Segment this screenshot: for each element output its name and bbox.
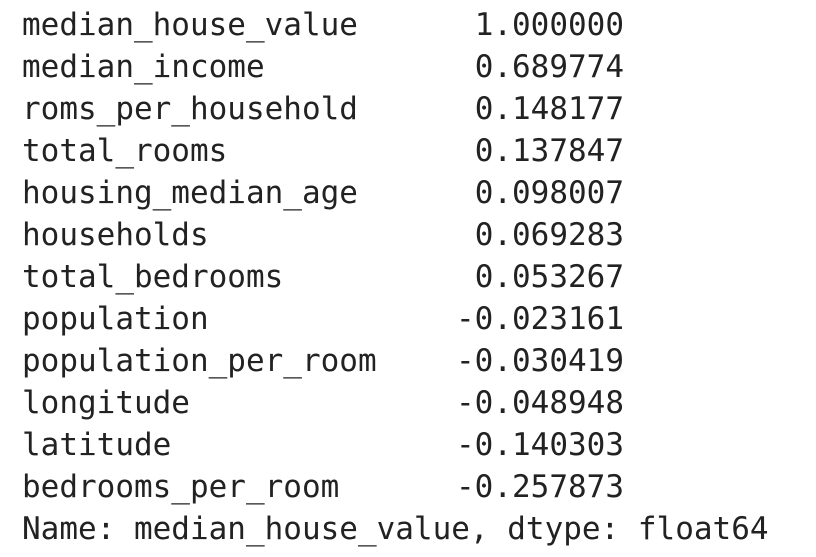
row: median_income 0.689774 bbox=[0, 46, 816, 88]
row: population_per_room -0.030419 bbox=[0, 340, 816, 382]
row-name: households bbox=[22, 217, 209, 253]
row-name: housing_median_age bbox=[22, 175, 358, 211]
row-name: bedrooms_per_room bbox=[22, 469, 340, 505]
row-value: 0.148177 bbox=[474, 91, 624, 127]
row-name: roms_per_household bbox=[22, 91, 358, 127]
row-value: 0.137847 bbox=[474, 133, 624, 169]
row: bedrooms_per_room -0.257873 bbox=[0, 466, 816, 508]
rows: median_house_value 1.000000 median_income 0… bbox=[0, 4, 816, 508]
row-name: latitude bbox=[22, 427, 172, 463]
row: median_house_value 1.000000 bbox=[0, 4, 816, 46]
row-value: -0.140303 bbox=[456, 427, 624, 463]
row-value: -0.030419 bbox=[456, 343, 624, 379]
row-name: total_rooms bbox=[22, 133, 228, 169]
row-value: 0.689774 bbox=[474, 49, 624, 85]
row-value: 1.000000 bbox=[474, 7, 624, 43]
row: population -0.023161 bbox=[0, 298, 816, 340]
row-name: median_house_value bbox=[22, 7, 358, 43]
row: latitude -0.140303 bbox=[0, 424, 816, 466]
row-name: population bbox=[22, 301, 209, 337]
row-value: 0.069283 bbox=[474, 217, 624, 253]
row-name: median_income bbox=[22, 49, 265, 85]
row-value: 0.098007 bbox=[474, 175, 624, 211]
row-value: -0.048948 bbox=[456, 385, 624, 421]
row: total_rooms 0.137847 bbox=[0, 130, 816, 172]
row-name: longitude bbox=[22, 385, 190, 421]
row-value: -0.257873 bbox=[456, 469, 624, 505]
row-value: 0.053267 bbox=[474, 259, 624, 295]
footer: Name: median_house_value, dtype: float64 bbox=[22, 511, 769, 547]
row: housing_median_age 0.098007 bbox=[0, 172, 816, 214]
row-name: population_per_room bbox=[22, 343, 377, 379]
row-name: total_bedrooms bbox=[22, 259, 284, 295]
row: households 0.069283 bbox=[0, 214, 816, 256]
row: roms_per_household 0.148177 bbox=[0, 88, 816, 130]
row: total_bedrooms 0.053267 bbox=[0, 256, 816, 298]
footer-row: Name: median_house_value, dtype: float64 bbox=[0, 508, 816, 550]
row: longitude -0.048948 bbox=[0, 382, 816, 424]
row-value: -0.023161 bbox=[456, 301, 624, 337]
